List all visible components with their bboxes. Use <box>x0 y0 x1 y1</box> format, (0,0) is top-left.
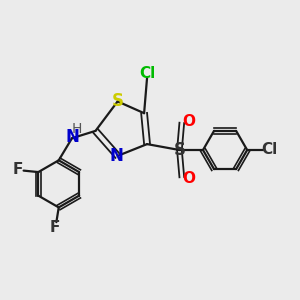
Text: H: H <box>72 122 83 136</box>
Text: N: N <box>109 147 123 165</box>
Text: F: F <box>50 220 60 235</box>
Text: S: S <box>112 92 124 110</box>
Text: S: S <box>173 141 185 159</box>
Text: O: O <box>182 114 195 129</box>
Text: O: O <box>182 171 195 186</box>
Text: Cl: Cl <box>139 66 155 81</box>
Text: Cl: Cl <box>262 142 278 158</box>
Text: N: N <box>66 128 80 146</box>
Text: F: F <box>13 162 23 177</box>
